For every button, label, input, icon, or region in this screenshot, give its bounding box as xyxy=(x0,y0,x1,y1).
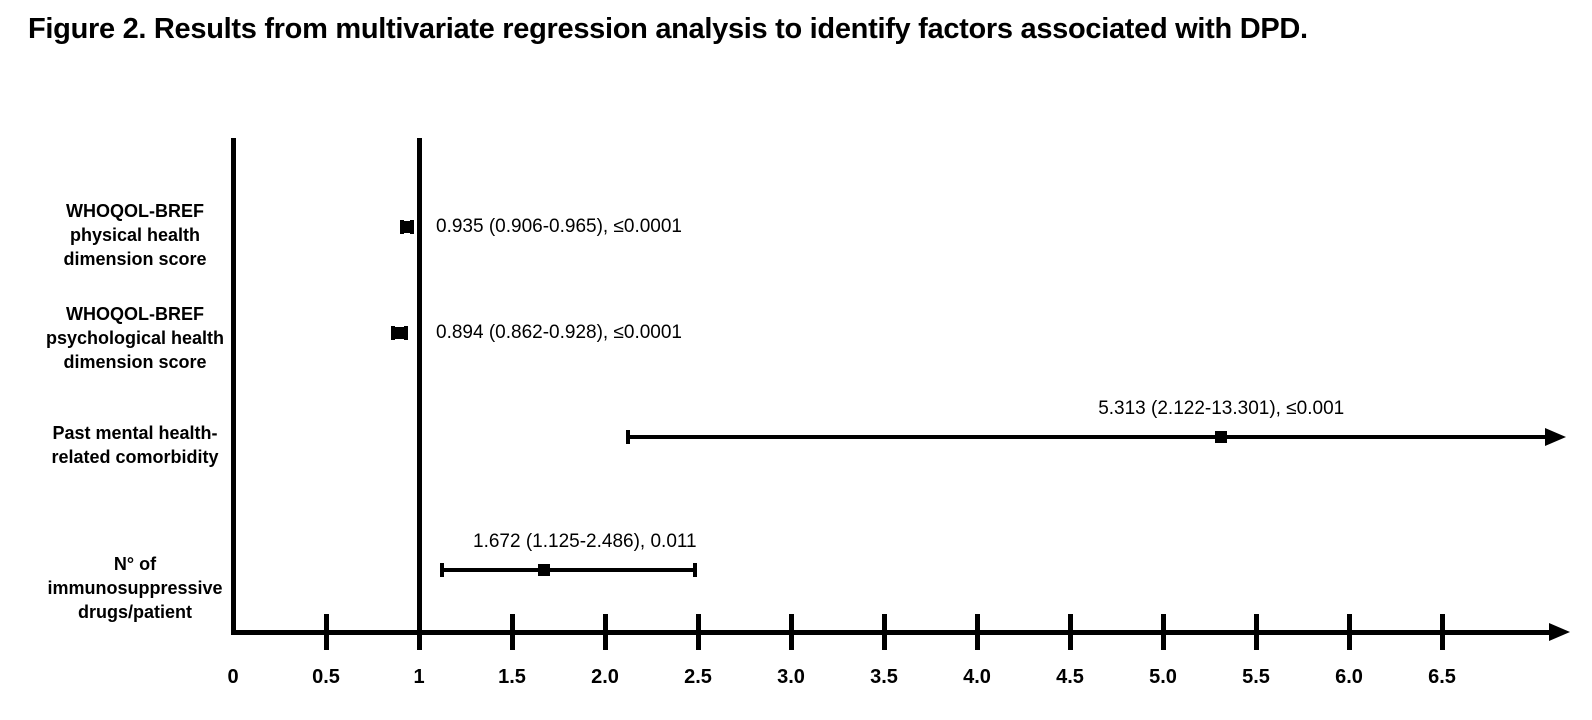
row-annotation: 0.894 (0.862-0.928), ≤0.0001 xyxy=(436,322,682,343)
tick-label: 2.5 xyxy=(684,666,712,688)
ci-line xyxy=(627,435,1550,439)
row-label-line: psychological health xyxy=(45,328,225,348)
tick-label: 4.0 xyxy=(963,666,991,688)
ci-cap-right xyxy=(693,563,698,577)
row-annotation: 5.313 (2.122-13.301), ≤0.001 xyxy=(1098,398,1345,419)
row-label: WHOQOL-BREF psychological health dimension… xyxy=(30,302,240,374)
x-axis-line xyxy=(231,630,1552,635)
tick-label: 3.0 xyxy=(777,666,805,688)
row-annotation: 0.935 (0.906-0.965), ≤0.0001 xyxy=(436,216,682,237)
tick-mark xyxy=(882,614,887,650)
tick-mark xyxy=(417,614,422,650)
y-axis-line xyxy=(231,138,236,634)
ci-cap-right xyxy=(403,326,408,340)
row-label: Past mental health-related comorbidity xyxy=(30,421,240,469)
row-label-line: N° of xyxy=(113,554,157,574)
row-label-line: related comorbidity xyxy=(51,447,219,467)
tick-label: 5.0 xyxy=(1149,666,1177,688)
tick-mark xyxy=(696,614,701,650)
reference-line xyxy=(417,138,422,634)
estimate-marker xyxy=(400,221,413,233)
tick-mark xyxy=(510,614,515,650)
tick-label: 3.5 xyxy=(870,666,898,688)
row-label-line: WHOQOL-BREF xyxy=(66,201,204,221)
tick-label: 0 xyxy=(227,666,239,688)
row-label-line: drugs/patient xyxy=(77,602,192,622)
row-label-line: dimension score xyxy=(63,352,207,372)
tick-label: 1 xyxy=(413,666,425,688)
row-label-line: dimension score xyxy=(63,249,207,269)
row-annotation: 1.672 (1.125-2.486), 0.011 xyxy=(473,531,697,552)
row-label: WHOQOL-BREF physical health dimension scor… xyxy=(30,199,240,271)
tick-label: 0.5 xyxy=(312,666,340,688)
tick-mark xyxy=(1347,614,1352,650)
tick-mark xyxy=(789,614,794,650)
tick-label: 1.5 xyxy=(498,666,526,688)
tick-label: 4.5 xyxy=(1056,666,1084,688)
row-label-line: Past mental health- xyxy=(52,423,218,443)
tick-mark xyxy=(1440,614,1445,650)
estimate-marker xyxy=(393,327,406,339)
estimate-marker xyxy=(537,564,550,576)
row-label-line: immunosuppressive xyxy=(47,578,223,598)
row-label: N° of immunosuppressive drugs/patient xyxy=(30,552,240,624)
ci-cap-left xyxy=(625,430,630,444)
tick-mark xyxy=(1068,614,1073,650)
ci-line xyxy=(442,568,696,572)
estimate-marker xyxy=(1215,431,1228,443)
ci-cap-left xyxy=(440,563,445,577)
figure-title: Figure 2. Results from multivariate regr… xyxy=(28,13,1308,45)
tick-mark xyxy=(1161,614,1166,650)
tick-label: 5.5 xyxy=(1242,666,1270,688)
tick-mark xyxy=(324,614,329,650)
ci-arrow-icon xyxy=(1545,428,1566,446)
tick-label: 6.5 xyxy=(1428,666,1456,688)
tick-mark xyxy=(975,614,980,650)
tick-label: 2.0 xyxy=(591,666,619,688)
row-label-line: physical health xyxy=(69,225,201,245)
tick-mark xyxy=(603,614,608,650)
tick-mark xyxy=(1254,614,1259,650)
row-label-line: WHOQOL-BREF xyxy=(66,304,204,324)
tick-label: 6.0 xyxy=(1335,666,1363,688)
x-axis-arrow-icon xyxy=(1549,623,1570,641)
